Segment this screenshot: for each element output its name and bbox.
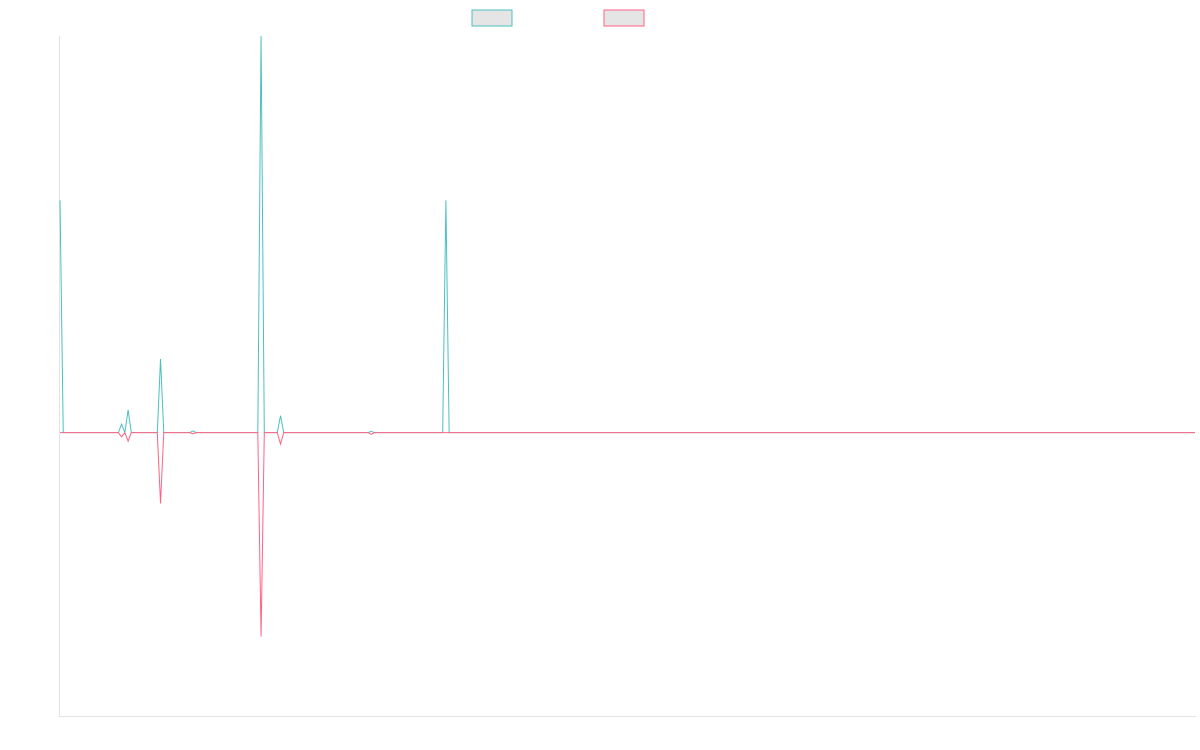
series-line-2 [60, 431, 1195, 637]
series-line-1 [59, 35, 1195, 435]
legend-swatch-series-2[interactable] [603, 9, 645, 27]
legend-swatch-series-1[interactable] [471, 9, 513, 27]
legend [471, 9, 645, 27]
plot-area [59, 35, 1195, 637]
